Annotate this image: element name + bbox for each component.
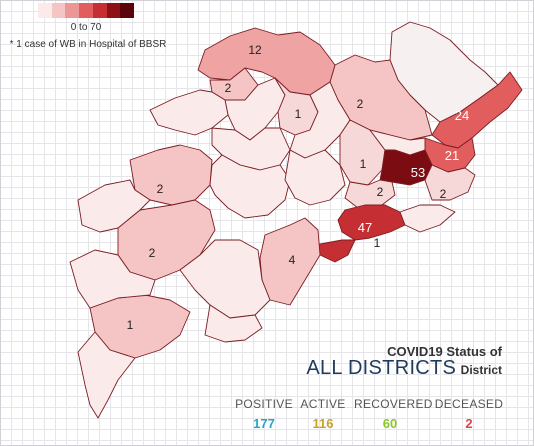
legend-swatch (51, 3, 66, 18)
district-nabarangpur[interactable] (69, 249, 156, 309)
label-nayagarh: 2 (377, 185, 384, 199)
stat-active: ACTIVE 116 (298, 397, 348, 431)
stat-deceased: DECEASED 2 (434, 397, 504, 431)
district-boudh[interactable] (284, 149, 346, 206)
district-nayagarh[interactable] (344, 179, 396, 209)
label-dhenkanal: 1 (360, 157, 367, 171)
legend-swatch (120, 3, 135, 18)
stat-deceased-value: 2 (465, 416, 473, 431)
legend-swatch (65, 3, 80, 18)
label-keonjhar: 2 (357, 97, 364, 111)
district-malkangiri[interactable] (77, 331, 136, 419)
legend-swatch (92, 3, 107, 18)
label-gajapati: 4 (289, 253, 296, 267)
stat-active-label: ACTIVE (300, 397, 346, 411)
legend-range: 0 to 70 (70, 22, 102, 33)
stat-positive-label: POSITIVE (235, 397, 293, 411)
district-khordha[interactable] (337, 204, 406, 241)
label-kalahandi: 2 (149, 246, 156, 260)
district-jagatsinghpur[interactable] (424, 164, 476, 201)
legend-swatch (106, 3, 121, 18)
status-title: COVID19 Status of (387, 344, 502, 359)
label-koraput: 1 (127, 318, 134, 332)
stats-row: POSITIVE 177 ACTIVE 116 RECOVERED 60 DEC… (0, 397, 534, 437)
stat-recovered-label: RECOVERED (354, 397, 433, 411)
legend-swatch (38, 3, 52, 18)
stat-deceased-label: DECEASED (434, 397, 504, 411)
stat-positive-value: 177 (253, 416, 275, 431)
legend-note: * 1 case of WB in Hospital of BBSR (9, 39, 167, 50)
district-bargarh[interactable] (149, 89, 229, 136)
stat-positive: POSITIVE 177 (234, 397, 294, 431)
legend-gradient-bar (38, 3, 135, 18)
status-subtitle: ALL DISTRICTS District (306, 357, 502, 380)
color-legend: 0 to 70 (38, 3, 135, 33)
district-rayagada[interactable] (179, 239, 271, 319)
district-ganjam[interactable] (314, 239, 356, 263)
district-sonepur[interactable] (211, 127, 291, 171)
district-puri[interactable] (399, 204, 456, 233)
label-cuttack: 53 (411, 165, 425, 180)
district-nuapada[interactable] (77, 179, 151, 233)
label-jharsuguda: 2 (225, 81, 232, 95)
label-ganjam: 1 (374, 236, 381, 250)
label-jagatsinghpur: 2 (440, 187, 447, 201)
status-subtitle-main: ALL DISTRICTS (306, 357, 457, 379)
district-kandhamal[interactable] (209, 154, 291, 219)
status-subtitle-suffix: District (460, 363, 502, 377)
stat-active-value: 116 (312, 416, 334, 431)
stat-recovered-value: 60 (382, 416, 398, 431)
stat-recovered: RECOVERED 60 (354, 397, 433, 431)
label-deogarh: 1 (295, 107, 302, 121)
label-balasore: 24 (455, 108, 469, 123)
district-count-labels: 12 2 1 2 24 21 1 53 2 2 2 47 1 2 4 1 (127, 43, 470, 332)
label-khordha: 47 (358, 220, 372, 235)
label-sundargarh: 12 (248, 43, 262, 57)
label-bolangir: 2 (157, 182, 164, 196)
district-south-strip[interactable] (204, 304, 263, 343)
label-bhadrak: 21 (445, 148, 459, 163)
legend-swatch (79, 3, 93, 18)
